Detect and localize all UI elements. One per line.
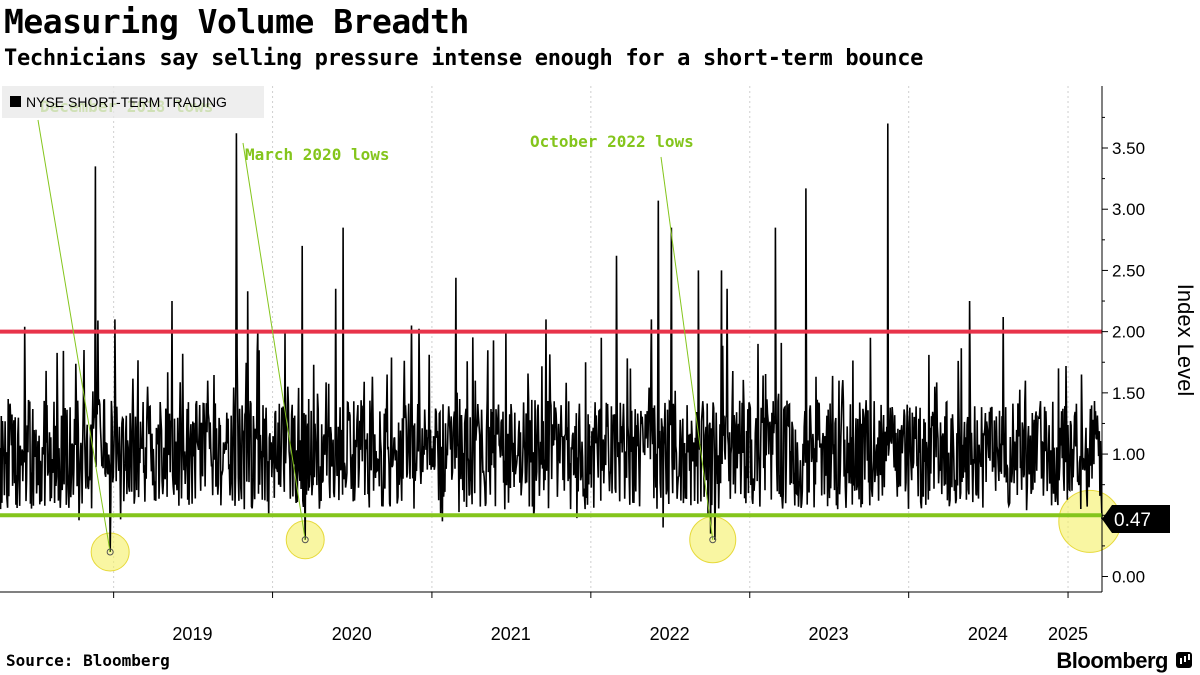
annotation-label: March 2020 lows (245, 145, 390, 164)
x-tick-label: 2021 (491, 624, 531, 644)
y-tick-label: 1.00 (1112, 445, 1145, 464)
chart-title: Measuring Volume Breadth (4, 2, 469, 41)
x-tick-label: 2025 (1048, 624, 1088, 644)
y-tick-label: 2.00 (1112, 323, 1145, 342)
annotation-leader (660, 156, 714, 540)
legend-box (2, 86, 264, 118)
x-tick-label: 2019 (172, 624, 212, 644)
source-note: Source: Bloomberg (6, 651, 170, 670)
y-tick-label: 1.50 (1112, 384, 1145, 403)
x-tick-label: 2022 (650, 624, 690, 644)
x-tick-label: 2020 (332, 624, 372, 644)
annotation-marker (709, 536, 717, 544)
series-layer (0, 123, 1103, 553)
annotation-leader (37, 119, 111, 553)
y-tick-label: 3.00 (1112, 200, 1145, 219)
chart-bars-icon (1176, 652, 1192, 668)
annotation-label: October 2022 lows (530, 132, 694, 151)
series-line-nyse-short-term-trading (0, 123, 1103, 553)
chart-subtitle: Technicians say selling pressure intense… (4, 46, 924, 71)
axes: 0.000.501.001.502.002.503.003.5020192020… (0, 86, 1198, 644)
annotations: December 2018 lowsMarch 2020 lowsOctober… (37, 97, 717, 556)
last-value-label: 0.47 (1114, 510, 1151, 531)
annotation-marker (301, 536, 309, 544)
x-tick-label: 2023 (809, 624, 849, 644)
annotation-leader (242, 142, 306, 540)
last-value-badge (1102, 504, 1170, 533)
annotation-marker (106, 548, 114, 556)
y-tick-label: 0.00 (1112, 568, 1145, 587)
reference-lines (0, 329, 1102, 518)
legend-label: NYSE SHORT-TERM TRADING (26, 94, 227, 110)
brand-logo: Bloomberg (1056, 648, 1168, 673)
legend-swatch (10, 96, 21, 107)
x-tick-label: 2024 (968, 624, 1008, 644)
legend: NYSE SHORT-TERM TRADING (2, 86, 264, 118)
y-tick-label: 3.50 (1112, 139, 1145, 158)
y-tick-label: 2.50 (1112, 261, 1145, 280)
highlight-circles (90, 489, 1122, 572)
y-axis-label: Index Level (1173, 284, 1198, 397)
